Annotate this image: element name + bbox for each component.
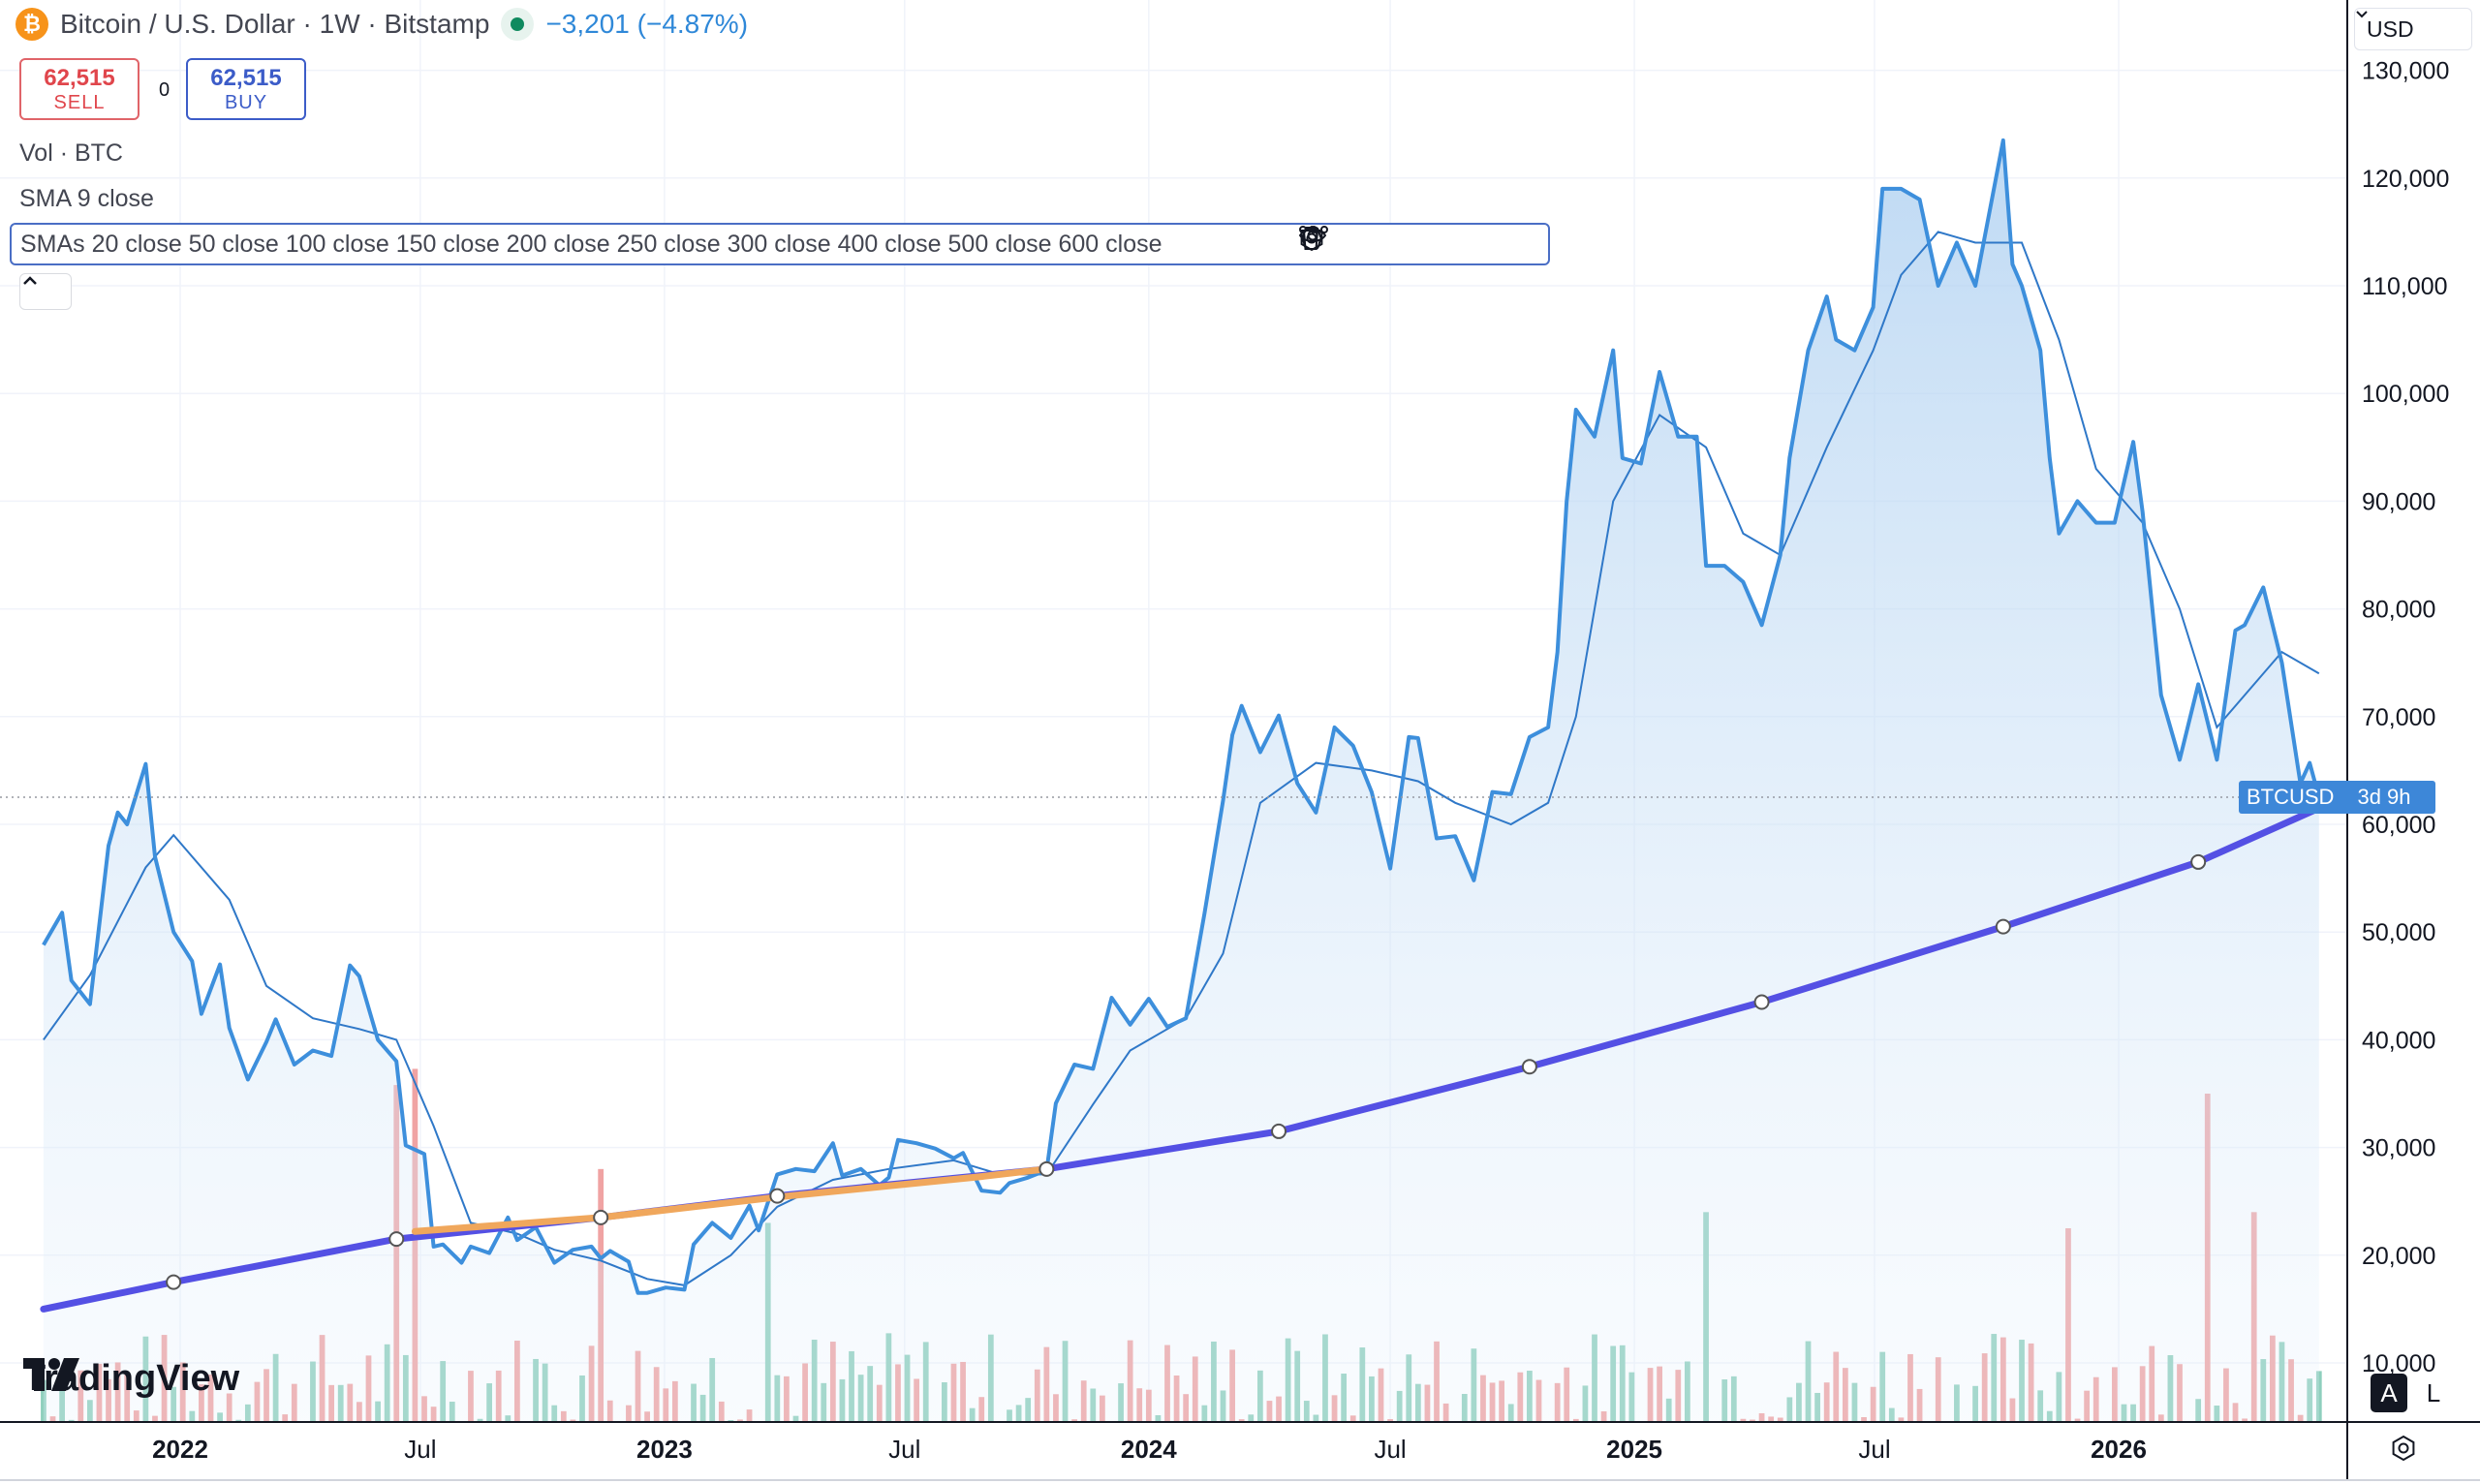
sma-marker <box>593 1209 609 1225</box>
price-line <box>42 138 2321 1295</box>
sell-button[interactable]: 62,515 SELL <box>19 58 140 120</box>
y-tick-label: 60,000 <box>2362 812 2435 839</box>
market-status-icon[interactable] <box>501 8 535 41</box>
gear-icon <box>2392 1435 2415 1462</box>
x-tick-label: 2023 <box>636 1435 693 1464</box>
y-tick-label: 10,000 <box>2362 1350 2435 1377</box>
price-change: −3,201 (−4.87%) <box>545 9 749 39</box>
sma-marker <box>2190 853 2207 870</box>
y-tick-label: 20,000 <box>2362 1243 2435 1270</box>
y-tick-label: 120,000 <box>2362 166 2449 193</box>
currency-label: USD <box>2367 15 2414 42</box>
currency-select[interactable]: USD <box>2354 8 2472 50</box>
sma-marker <box>1521 1059 1537 1075</box>
sma-marker <box>388 1231 405 1248</box>
sma-marker <box>1753 994 1770 1010</box>
y-tick-label: 90,000 <box>2362 488 2435 515</box>
auto-scale-button[interactable]: A <box>2371 1374 2407 1412</box>
x-tick-label: Jul <box>1858 1435 1890 1464</box>
log-scale-button[interactable]: L <box>2426 1377 2441 1407</box>
collapse-legend-button[interactable] <box>19 273 72 310</box>
sma-marker <box>769 1188 786 1204</box>
y-tick-label: 70,000 <box>2362 704 2435 731</box>
spread-value: 0 <box>159 79 170 101</box>
y-tick-label: 130,000 <box>2362 58 2449 85</box>
y-tick-label: 80,000 <box>2362 597 2435 624</box>
trash-icon[interactable] <box>1301 227 1486 260</box>
symbol-title[interactable]: Bitcoin / U.S. Dollar · 1W · Bitstamp <box>60 9 490 39</box>
y-tick-label: 110,000 <box>2362 273 2448 300</box>
indicator-toolbar <box>1298 225 1538 263</box>
chart-settings-button[interactable] <box>2389 1434 2434 1472</box>
smas-indicator-label: SMAs 20 close 50 close 100 close 150 clo… <box>20 230 1162 258</box>
sell-label: SELL <box>53 91 106 113</box>
sell-price: 62,515 <box>44 64 115 91</box>
buy-label: BUY <box>224 91 268 113</box>
live-dot-icon <box>511 17 525 31</box>
tradingview-logo-icon <box>23 1358 79 1391</box>
sma9-indicator-label[interactable]: SMA 9 close <box>19 185 154 212</box>
y-tick-label: 100,000 <box>2362 381 2449 408</box>
tradingview-logo[interactable]: TradingView <box>23 1358 239 1400</box>
sma-marker <box>1038 1160 1055 1177</box>
bitcoin-icon: ₿ <box>16 8 48 41</box>
x-tick-label: 2022 <box>152 1435 208 1464</box>
chevron-down-icon <box>2356 11 2368 18</box>
y-tick-label: 50,000 <box>2362 919 2435 946</box>
x-tick-label: 2026 <box>2091 1435 2147 1464</box>
long-sma-line <box>40 804 2323 1313</box>
x-tick-label: 2025 <box>1606 1435 1662 1464</box>
volume-indicator-label[interactable]: Vol · BTC <box>19 139 123 167</box>
x-tick-label: Jul <box>1374 1435 1406 1464</box>
y-tick-label: 40,000 <box>2362 1027 2435 1054</box>
buy-price: 62,515 <box>210 64 282 91</box>
volume-bar <box>2315 1371 2322 1422</box>
sma-marker <box>1995 918 2011 935</box>
sma-marker <box>166 1274 182 1290</box>
price-area <box>43 139 2319 1422</box>
price-tag-symbol: BTCUSD <box>2247 785 2335 809</box>
last-price-tag: BTCUSD 3d 9h <box>2239 781 2435 814</box>
settings-icon[interactable] <box>1300 225 1381 260</box>
more-icon[interactable] <box>1299 226 1538 260</box>
price-tag-countdown: 3d 9h <box>2357 785 2411 809</box>
source-code-icon[interactable] <box>1300 227 1434 260</box>
y-tick-label: 30,000 <box>2362 1135 2435 1162</box>
x-tick-label: Jul <box>404 1435 436 1464</box>
chevron-up-icon <box>23 276 37 285</box>
x-tick-label: Jul <box>888 1435 920 1464</box>
smas-indicator-row[interactable]: SMAs 20 close 50 close 100 close 150 clo… <box>10 223 1550 265</box>
sma-marker <box>1271 1123 1287 1139</box>
buy-button[interactable]: 62,515 BUY <box>186 58 306 120</box>
x-tick-label: 2024 <box>1121 1435 1177 1464</box>
symbol-legend: ₿ Bitcoin / U.S. Dollar · 1W · Bitstamp … <box>16 8 748 41</box>
